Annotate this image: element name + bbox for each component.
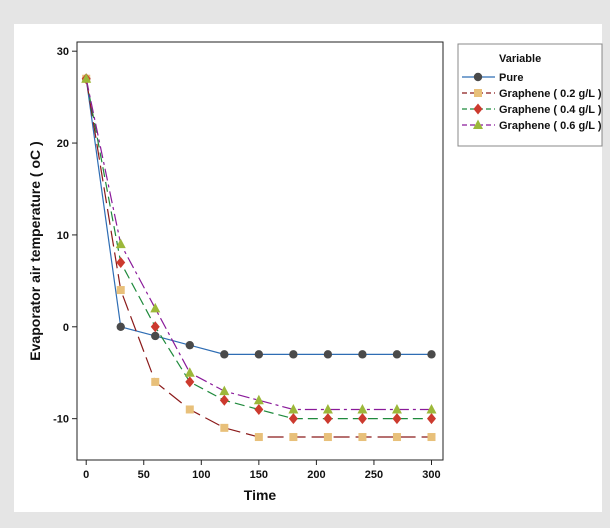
data-point [151,331,160,341]
data-point [323,433,332,442]
series-4 [81,73,437,414]
data-point [150,302,161,313]
data-point [392,350,402,359]
data-point [220,423,229,432]
data-point [288,403,299,414]
data-point [116,286,125,295]
data-point [219,394,229,406]
series-layer [81,73,437,442]
data-point [323,413,333,425]
plot-area [76,41,444,461]
x-tick-label: 300 [422,469,440,481]
data-point [392,433,401,442]
data-point [150,321,160,333]
legend-item: Graphene ( 0.2 g/L ) [462,88,602,100]
x-axis-title: Time [244,487,277,503]
data-point [288,413,298,425]
legend: Variable Pure Graphene ( 0.2 g/L ) Graphen… [457,43,603,147]
legend-marker [474,89,482,97]
data-point [426,413,436,425]
data-point [219,385,230,396]
legend-marker [473,119,483,129]
legend-title: Variable [499,53,541,65]
data-point [81,73,92,83]
data-point [184,367,195,377]
x-tick-label: 0 [83,469,89,481]
data-point [254,433,263,442]
data-point [115,238,126,249]
series-line [85,78,432,411]
data-point [151,377,160,386]
data-point [220,350,229,359]
y-tick-label: 20 [57,138,69,150]
legend-entries: Pure Graphene ( 0.2 g/L ) Graphene ( 0.4 g… [462,72,602,132]
legend-item: Graphene ( 0.6 g/L ) [462,119,602,132]
data-point [185,376,195,388]
data-point [426,403,437,414]
x-tick-label: 50 [138,469,150,481]
data-point [289,350,298,359]
y-axis-title: Evaporator air temperature ( oC ) [27,141,43,360]
x-tick-label: 150 [250,469,268,481]
data-point [427,433,436,442]
data-point [322,403,333,414]
x-tick-label: 100 [192,469,210,481]
data-point [323,350,333,359]
y-tick-label: -10 [53,414,69,426]
data-point [358,433,367,442]
data-point [358,350,367,359]
y-tick-label: 10 [57,230,69,242]
legend-item: Pure [462,72,523,84]
data-point [253,394,264,405]
data-point [357,403,368,414]
legend-marker [473,103,483,115]
data-point [185,340,194,350]
data-point [392,413,402,425]
legend-item: Graphene ( 0.4 g/L ) [462,103,602,116]
data-point [427,350,436,359]
legend-label: Graphene ( 0.2 g/L ) [499,88,602,100]
legend-marker [473,72,483,82]
x-tick-label: 200 [307,469,325,481]
legend-label: Pure [499,72,523,84]
data-point [254,403,264,415]
data-point [357,413,367,425]
data-point [254,350,264,359]
y-tick-label: 0 [63,322,69,334]
y-tick-label: 30 [57,46,69,58]
data-point [116,322,125,331]
legend-label: Graphene ( 0.6 g/L ) [499,120,602,132]
data-point [116,256,126,268]
legend-label: Graphene ( 0.4 g/L ) [499,104,602,116]
data-point [185,405,194,414]
data-point [289,433,298,442]
data-point [391,403,402,414]
x-tick-label: 250 [365,469,383,481]
